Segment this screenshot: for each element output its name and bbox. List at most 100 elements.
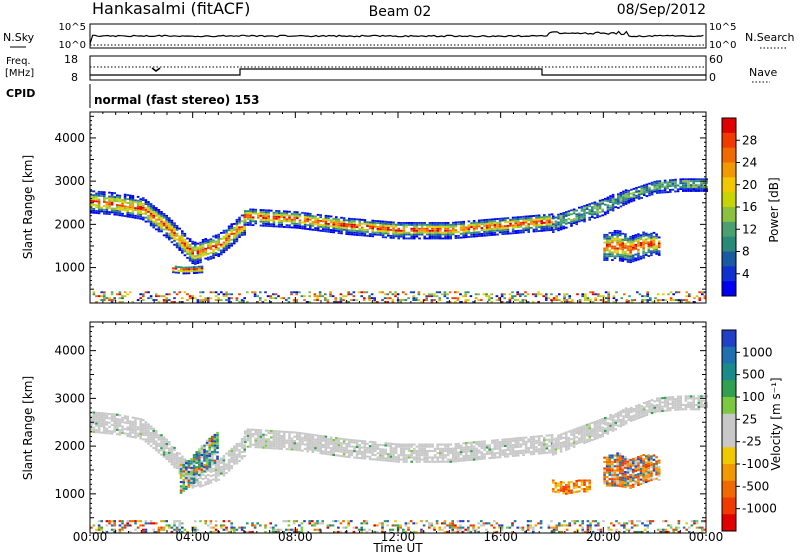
echo-cell — [552, 490, 555, 493]
echo-cell — [353, 226, 356, 228]
echo-cell — [652, 478, 656, 481]
echo-cell — [624, 239, 627, 241]
echo-cell — [298, 223, 302, 226]
echo-cell — [613, 460, 617, 463]
echo-cell — [415, 299, 418, 301]
echo-cell — [705, 188, 708, 190]
echo-cell — [249, 443, 252, 446]
echo-cell — [629, 243, 632, 246]
echo-cell — [653, 400, 656, 403]
echo-cell — [105, 205, 109, 207]
echo-cell — [480, 440, 484, 443]
echo-cell — [504, 231, 507, 233]
echo-cell — [491, 222, 494, 225]
echo-cell — [671, 404, 675, 407]
echo-cell — [682, 184, 685, 187]
echo-cell — [147, 208, 150, 211]
echo-cell — [301, 449, 304, 452]
echo-cell — [272, 219, 276, 222]
echo-cell — [324, 435, 328, 438]
echo-cell — [567, 481, 571, 484]
echo-cell — [110, 207, 114, 210]
echo-cell — [175, 234, 179, 237]
echo-cell — [264, 224, 268, 227]
echo-cell — [168, 447, 171, 450]
echo-cell — [207, 474, 210, 477]
echo-cell — [630, 301, 634, 303]
echo-cell — [168, 441, 171, 444]
echo-cell — [405, 456, 408, 459]
echo-cell — [649, 299, 652, 301]
echo-cell — [332, 217, 335, 220]
echo-cell — [611, 199, 615, 202]
echo-cell — [457, 231, 460, 233]
echo-cell — [428, 237, 432, 240]
echo-cell — [642, 239, 645, 242]
echo-cell — [643, 184, 646, 187]
echo-cell — [103, 299, 106, 301]
echo-cell — [152, 434, 155, 437]
echo-cell — [123, 205, 127, 208]
echo-cell — [501, 225, 504, 228]
echo-cell — [131, 436, 135, 439]
echo-cell — [611, 207, 615, 210]
echo-cell — [222, 457, 226, 460]
echo-cell — [415, 452, 419, 455]
echo-cell — [392, 455, 395, 458]
echo-cell — [327, 223, 330, 225]
echo-cell — [121, 427, 124, 430]
echo-cell — [559, 218, 563, 221]
echo-cell — [483, 448, 486, 451]
echo-cell — [565, 293, 569, 296]
echo-cell — [178, 243, 181, 246]
echo-cell — [173, 232, 176, 234]
echo-cell — [186, 251, 189, 253]
echo-cell — [405, 460, 408, 463]
echo-cell — [270, 436, 273, 439]
echo-cell — [601, 214, 604, 217]
echo-cell — [254, 212, 257, 215]
echo-cell — [329, 293, 332, 296]
echo-cell — [570, 221, 573, 223]
echo-cell — [397, 445, 400, 448]
echo-cell — [611, 245, 614, 248]
echo-cell — [387, 223, 390, 225]
echo-cell — [178, 291, 181, 294]
echo-cell — [282, 297, 285, 300]
echo-cell — [459, 223, 463, 225]
echo-cell — [225, 245, 228, 247]
echo-cell — [630, 417, 633, 420]
echo-cell — [567, 437, 571, 440]
echo-cell — [646, 299, 649, 301]
echo-cell — [340, 216, 343, 219]
echo-cell — [129, 420, 132, 423]
echo-cell — [358, 439, 361, 442]
echo-cell — [387, 226, 390, 229]
echo-cell — [596, 214, 599, 217]
echo-cell — [608, 235, 612, 238]
echo-cell — [585, 430, 589, 433]
echo-cell — [572, 432, 576, 435]
echo-cell — [514, 218, 517, 221]
echo-cell — [327, 453, 330, 456]
echo-cell — [652, 235, 656, 238]
echo-cell — [669, 183, 672, 186]
echo-cell — [472, 452, 476, 455]
echo-cell — [522, 441, 525, 444]
echo-cell — [632, 195, 636, 198]
echo-cell — [644, 252, 648, 254]
echo-cell — [301, 432, 304, 435]
echo-cell — [324, 226, 328, 229]
echo-cell — [264, 211, 268, 214]
echo-cell — [692, 184, 695, 187]
echo-cell — [618, 461, 622, 464]
echo-cell — [540, 450, 543, 453]
echo-cell — [121, 205, 124, 207]
echo-cell — [467, 228, 471, 231]
echo-cell — [629, 245, 632, 248]
echo-cell — [214, 252, 218, 254]
echo-cell — [488, 218, 491, 221]
echo-cell — [103, 412, 106, 415]
echo-cell — [277, 225, 281, 228]
echo-cell — [559, 214, 563, 217]
